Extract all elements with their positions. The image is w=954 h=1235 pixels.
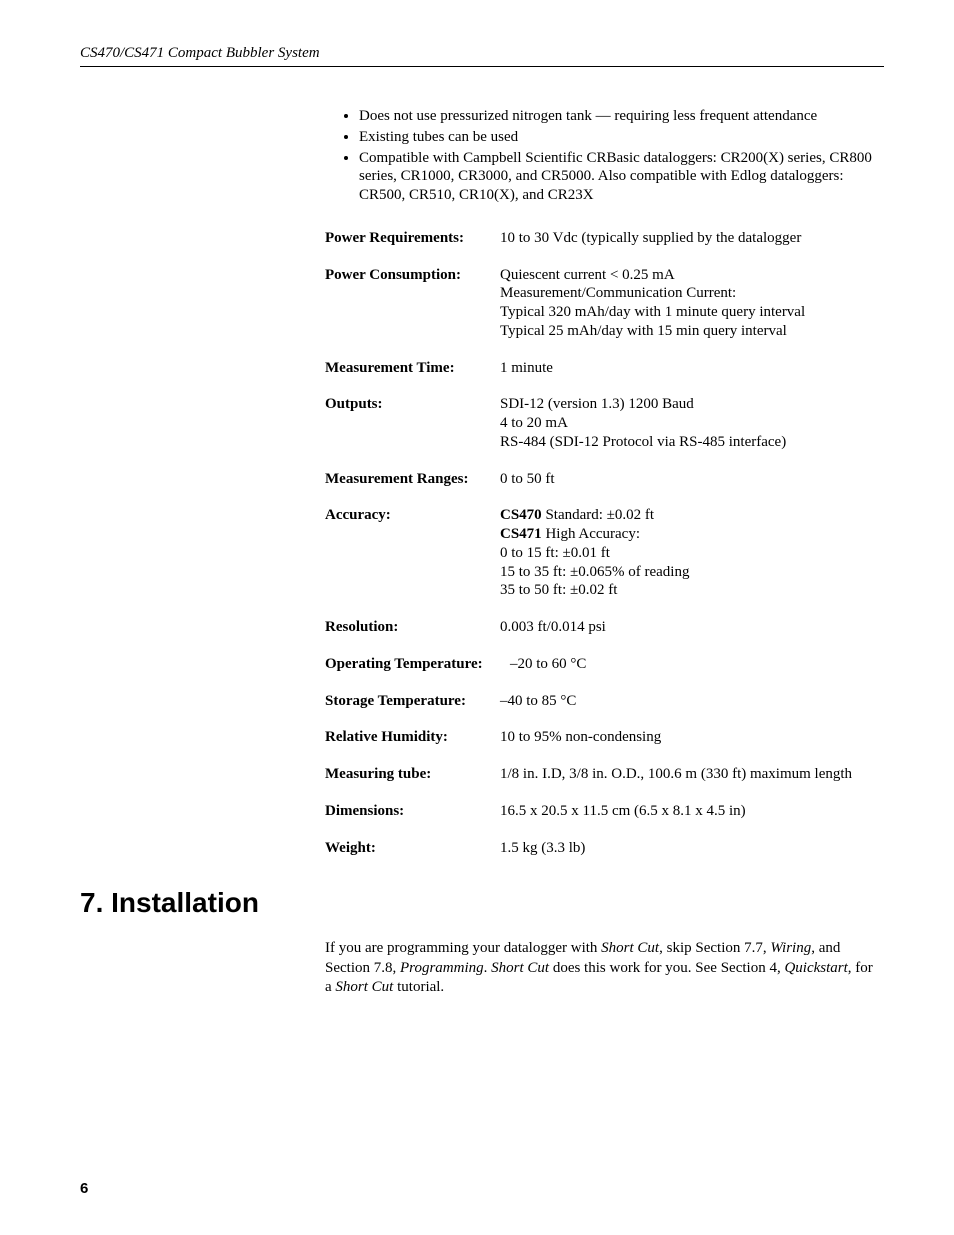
section-paragraph: If you are programming your datalogger w… [325, 939, 874, 998]
spec-label: Power Consumption: [325, 266, 500, 285]
spec-value: –20 to 60 °C [510, 655, 874, 674]
spec-label: Measurement Time: [325, 359, 500, 378]
italic-term: Short Cut [601, 940, 659, 956]
spec-value: Quiescent current < 0.25 mA Measurement/… [500, 266, 874, 341]
spec-line: Standard: ±0.02 ft [542, 507, 654, 523]
spec-label: Storage Temperature: [325, 692, 500, 711]
spec-label: Resolution: [325, 618, 500, 637]
spec-value: CS470 Standard: ±0.02 ft CS471 High Accu… [500, 506, 874, 600]
spec-value: 0.003 ft/0.014 psi [500, 618, 874, 637]
spec-line: SDI-12 (version 1.3) 1200 Baud [500, 396, 694, 412]
section-heading: 7. Installation [80, 887, 884, 919]
spec-accuracy: Accuracy: CS470 Standard: ±0.02 ft CS471… [325, 506, 874, 600]
spec-value: SDI-12 (version 1.3) 1200 Baud 4 to 20 m… [500, 395, 874, 451]
spec-resolution: Resolution: 0.003 ft/0.014 psi [325, 618, 874, 637]
spec-label: Measuring tube: [325, 765, 500, 784]
feature-list: Does not use pressurized nitrogen tank —… [325, 107, 874, 205]
spec-value: 1/8 in. I.D, 3/8 in. O.D., 100.6 m (330 … [500, 765, 874, 784]
list-item: Does not use pressurized nitrogen tank —… [359, 107, 874, 126]
text-run: , skip Section 7.7, [659, 940, 770, 956]
italic-term: Wiring [770, 940, 811, 956]
spec-label: Power Requirements: [325, 229, 500, 248]
running-header: CS470/CS471 Compact Bubbler System [80, 45, 884, 67]
spec-label: Measurement Ranges: [325, 470, 500, 489]
spec-value: 1 minute [500, 359, 874, 378]
spec-measuring-tube: Measuring tube: 1/8 in. I.D, 3/8 in. O.D… [325, 765, 874, 784]
spec-operating-temperature: Operating Temperature: –20 to 60 °C [325, 655, 874, 674]
spec-value: 16.5 x 20.5 x 11.5 cm (6.5 x 8.1 x 4.5 i… [500, 802, 874, 821]
text-run: does this work for you. See Section 4, [549, 960, 784, 976]
spec-label: Accuracy: [325, 506, 500, 525]
text-run: tutorial. [393, 979, 444, 995]
spec-value: 1.5 kg (3.3 lb) [500, 839, 874, 858]
page-number: 6 [80, 1180, 88, 1197]
spec-measurement-ranges: Measurement Ranges: 0 to 50 ft [325, 470, 874, 489]
spec-value: 0 to 50 ft [500, 470, 874, 489]
spec-weight: Weight: 1.5 kg (3.3 lb) [325, 839, 874, 858]
spec-line: Typical 320 mAh/day with 1 minute query … [500, 304, 805, 320]
spec-line: 4 to 20 mA [500, 415, 568, 431]
spec-outputs: Outputs: SDI-12 (version 1.3) 1200 Baud … [325, 395, 874, 451]
spec-line: 15 to 35 ft: ±0.065% of reading [500, 564, 689, 580]
list-item: Compatible with Campbell Scientific CRBa… [359, 149, 874, 205]
spec-label: Weight: [325, 839, 500, 858]
list-item: Existing tubes can be used [359, 128, 874, 147]
italic-term: Short Cut [491, 960, 549, 976]
spec-relative-humidity: Relative Humidity: 10 to 95% non-condens… [325, 728, 874, 747]
spec-value: 10 to 95% non-condensing [500, 728, 874, 747]
spec-power-requirements: Power Requirements: 10 to 30 Vdc (typica… [325, 229, 874, 248]
spec-storage-temperature: Storage Temperature: –40 to 85 °C [325, 692, 874, 711]
spec-value: 10 to 30 Vdc (typically supplied by the … [500, 229, 874, 248]
spec-label: Operating Temperature: [325, 655, 510, 674]
spec-power-consumption: Power Consumption: Quiescent current < 0… [325, 266, 874, 341]
spec-label: Relative Humidity: [325, 728, 500, 747]
spec-line: Measurement/Communication Current: [500, 285, 736, 301]
spec-label: Dimensions: [325, 802, 500, 821]
spec-dimensions: Dimensions: 16.5 x 20.5 x 11.5 cm (6.5 x… [325, 802, 874, 821]
spec-line: Typical 25 mAh/day with 15 min query int… [500, 323, 787, 339]
spec-line: 35 to 50 ft: ±0.02 ft [500, 582, 617, 598]
spec-line: 0 to 15 ft: ±0.01 ft [500, 545, 610, 561]
document-page: CS470/CS471 Compact Bubbler System Does … [0, 0, 954, 1235]
text-run: . [484, 960, 492, 976]
spec-label: Outputs: [325, 395, 500, 414]
content-block: Does not use pressurized nitrogen tank —… [325, 107, 874, 857]
text-run: If you are programming your datalogger w… [325, 940, 601, 956]
italic-term: Programming [400, 960, 484, 976]
spec-model: CS470 [500, 507, 542, 523]
spec-measurement-time: Measurement Time: 1 minute [325, 359, 874, 378]
spec-line: Quiescent current < 0.25 mA [500, 267, 675, 283]
italic-term: Short Cut [335, 979, 393, 995]
spec-line: High Accuracy: [542, 526, 640, 542]
italic-term: Quickstart [784, 960, 847, 976]
spec-model: CS471 [500, 526, 542, 542]
spec-value: –40 to 85 °C [500, 692, 874, 711]
spec-line: RS-484 (SDI-12 Protocol via RS-485 inter… [500, 434, 786, 450]
